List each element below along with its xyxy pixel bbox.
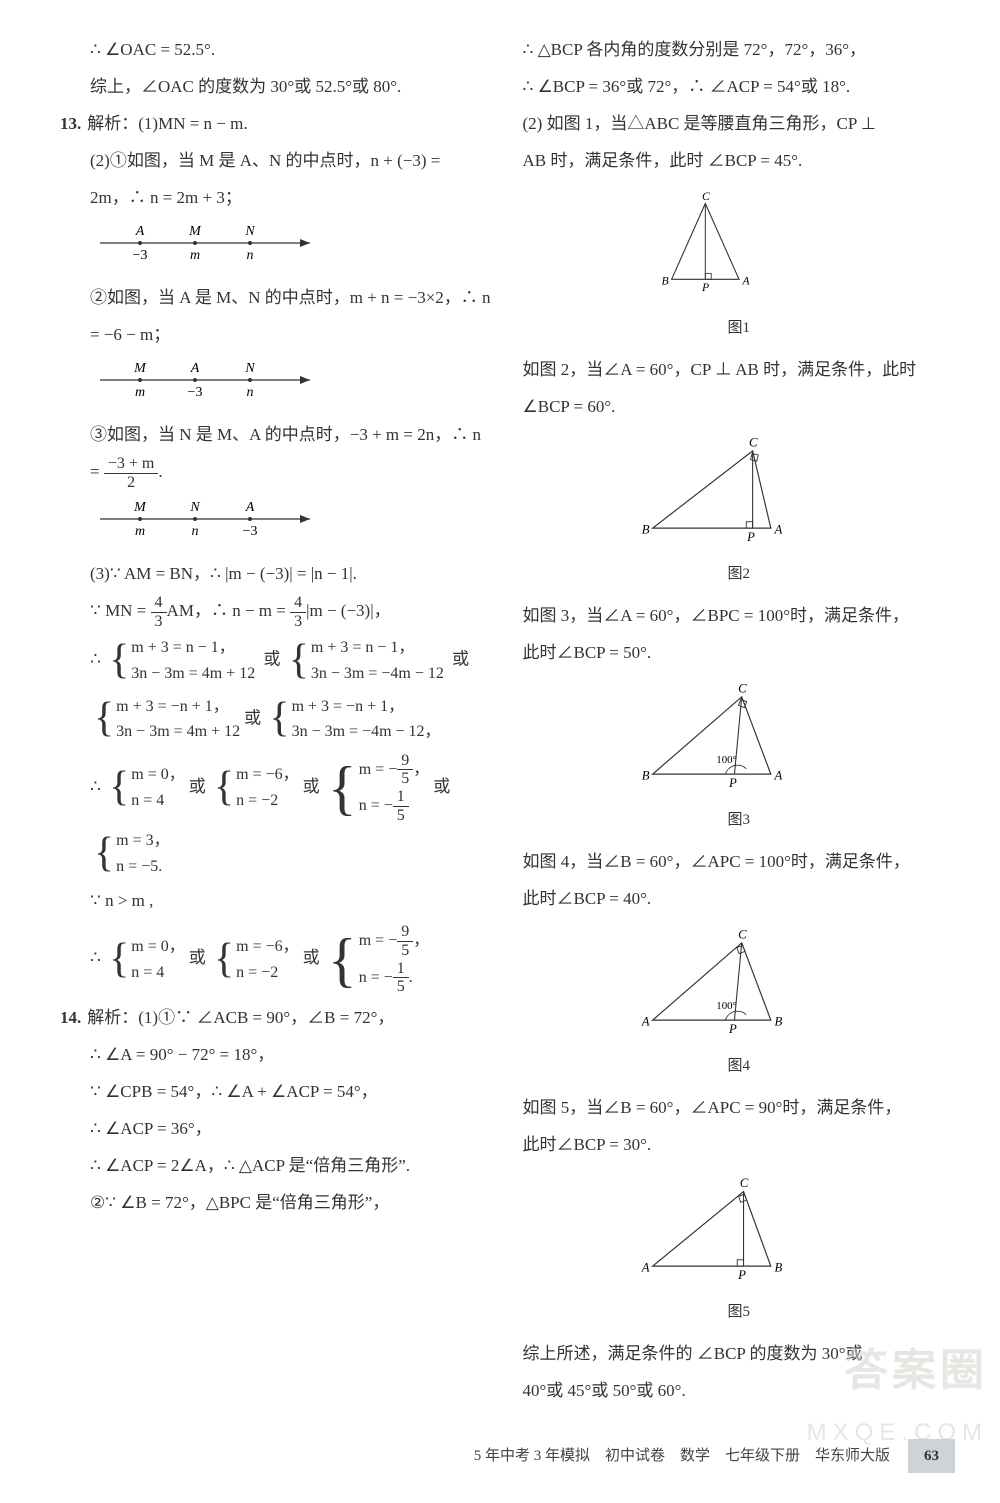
text: 如图 3，当∠A = 60°，∠BPC = 100°时，满足条件， xyxy=(523,599,956,633)
text: ∵ n > m , xyxy=(60,884,493,918)
svg-text:P: P xyxy=(746,530,755,544)
text: ②如图，当 A 是 M、N 的中点时，m + n = −3×2，∴ n xyxy=(60,281,493,315)
text: 40°或 45°或 50°或 60°. xyxy=(523,1374,956,1408)
text: ∵ ∠CPB = 54°，∴ ∠A + ∠ACP = 54°， xyxy=(60,1075,493,1109)
svg-text:n: n xyxy=(247,248,254,263)
svg-text:C: C xyxy=(740,1176,749,1190)
system-1: ∴ {m + 3 = n − 1，3n − 3m = 4m + 12 或 {m … xyxy=(60,633,493,688)
text: ∴ ∠BCP = 36°或 72°，∴ ∠ACP = 54°或 18°. xyxy=(523,70,956,104)
page-body: ∴ ∠OAC = 52.5°. 综上，∠OAC 的度数为 30°或 52.5°或… xyxy=(0,0,1000,1431)
system-2: {m + 3 = −n + 1，3n − 3m = 4m + 12或 {m + … xyxy=(60,692,493,747)
fig-label: 图2 xyxy=(523,559,956,589)
text: ∴ ∠A = 90° − 72° = 18°， xyxy=(60,1038,493,1072)
fig-label: 图4 xyxy=(523,1051,956,1081)
q13-start: 13. 解析：(1)MN = n − m. xyxy=(60,107,493,141)
fig-label: 图5 xyxy=(523,1297,956,1327)
text: ∴ ∠ACP = 36°， xyxy=(60,1112,493,1146)
svg-text:C: C xyxy=(749,435,758,449)
svg-text:100°: 100° xyxy=(716,1000,737,1012)
svg-text:n: n xyxy=(247,385,254,400)
text: (2) 如图 1，当△ABC 是等腰直角三角形，CP ⊥ xyxy=(523,107,956,141)
svg-text:A: A xyxy=(773,769,782,783)
svg-text:100°: 100° xyxy=(716,754,737,766)
text: ∴ △BCP 各内角的度数分别是 72°，72°，36°， xyxy=(523,33,956,67)
text: ∴ ∠OAC = 52.5°. xyxy=(60,33,493,67)
text: = −3 + m2. xyxy=(60,455,493,491)
page-number: 63 xyxy=(908,1439,955,1473)
figure-2: B P A C xyxy=(523,432,956,559)
svg-text:C: C xyxy=(738,681,747,695)
svg-text:B: B xyxy=(641,769,649,783)
text: 综上，∠OAC 的度数为 30°或 52.5°或 80°. xyxy=(60,70,493,104)
text: 2m，∴ n = 2m + 3； xyxy=(60,181,493,215)
text: AB 时，满足条件，此时 ∠BCP = 45°. xyxy=(523,144,956,178)
text: 如图 5，当∠B = 60°，∠APC = 90°时，满足条件， xyxy=(523,1091,956,1125)
fig-label: 图3 xyxy=(523,805,956,835)
figure-5: A P B C xyxy=(523,1170,956,1297)
svg-text:C: C xyxy=(738,927,747,941)
svg-text:m: m xyxy=(135,524,145,539)
svg-text:−3: −3 xyxy=(188,385,203,400)
text: 此时∠BCP = 40°. xyxy=(523,882,956,916)
text: 此时∠BCP = 50°. xyxy=(523,636,956,670)
svg-text:M: M xyxy=(188,224,202,239)
figure-4: A P B C 100° xyxy=(523,924,956,1051)
number-line-1: A −3 Mm Nn xyxy=(90,221,493,275)
final-solutions: ∴ {m = 0，n = 4或 {m = −6，n = −2或 { m = −9… xyxy=(60,921,493,997)
svg-text:P: P xyxy=(728,776,737,790)
number-line-2: Mm A −3 Nn xyxy=(90,358,493,412)
text: (2)①如图，当 M 是 A、N 的中点时，n + (−3) = xyxy=(60,144,493,178)
number-line-3: Mm Nn A −3 xyxy=(90,497,493,551)
svg-text:−3: −3 xyxy=(243,524,258,539)
nl-label: A xyxy=(135,224,145,239)
svg-text:A: A xyxy=(640,1261,649,1275)
text: ∵ MN = 43AM，∴ n − m = 43|m − (−3)|， xyxy=(60,594,493,630)
q-number: 14. xyxy=(60,1008,81,1027)
svg-text:A: A xyxy=(640,1015,649,1029)
text: (3)∵ AM = BN，∴ |m − (−3)| = |n − 1|. xyxy=(60,557,493,591)
svg-text:N: N xyxy=(244,224,255,239)
text: ∠BCP = 60°. xyxy=(523,390,956,424)
text: ∴ ∠ACP = 2∠A，∴ △ACP 是“倍角三角形”. xyxy=(60,1149,493,1183)
text: 解析：(1)①∵ ∠ACB = 90°，∠B = 72°， xyxy=(87,1008,394,1027)
footer-text: 5 年中考 3 年模拟 初中试卷 数学 七年级下册 华东师大版 xyxy=(474,1441,890,1471)
left-column: ∴ ∠OAC = 52.5°. 综上，∠OAC 的度数为 30°或 52.5°或… xyxy=(60,30,493,1411)
svg-text:A: A xyxy=(773,523,782,537)
svg-text:B: B xyxy=(774,1015,782,1029)
text: 解析：(1)MN = n − m. xyxy=(87,114,247,133)
svg-text:N: N xyxy=(189,500,200,515)
svg-text:P: P xyxy=(728,1022,737,1036)
svg-text:n: n xyxy=(192,524,199,539)
text: = −6 − m； xyxy=(60,318,493,352)
text: 如图 4，当∠B = 60°，∠APC = 100°时，满足条件， xyxy=(523,845,956,879)
text: ②∵ ∠B = 72°，△BPC 是“倍角三角形”， xyxy=(60,1186,493,1220)
svg-text:B: B xyxy=(641,523,649,537)
svg-text:−3: −3 xyxy=(133,248,148,263)
q14-start: 14. 解析：(1)①∵ ∠ACB = 90°，∠B = 72°， xyxy=(60,1001,493,1035)
right-column: ∴ △BCP 各内角的度数分别是 72°，72°，36°， ∴ ∠BCP = 3… xyxy=(523,30,956,1411)
svg-text:B: B xyxy=(661,274,668,287)
fig-label: 图1 xyxy=(523,313,956,343)
figure-1: B P A C xyxy=(523,186,956,313)
svg-text:M: M xyxy=(133,500,147,515)
svg-text:A: A xyxy=(245,500,255,515)
svg-text:P: P xyxy=(701,281,709,294)
svg-text:A: A xyxy=(190,361,200,376)
text: 如图 2，当∠A = 60°，CP ⊥ AB 时，满足条件，此时 xyxy=(523,353,956,387)
svg-text:B: B xyxy=(774,1261,782,1275)
svg-text:A: A xyxy=(741,274,750,287)
solutions: ∴ {m = 0，n = 4或 {m = −6，n = −2或 { m = −9… xyxy=(60,750,493,882)
svg-text:M: M xyxy=(133,361,147,376)
page-footer: 5 年中考 3 年模拟 初中试卷 数学 七年级下册 华东师大版 63 xyxy=(0,1431,1000,1503)
svg-text:C: C xyxy=(702,190,710,203)
svg-text:P: P xyxy=(737,1268,746,1282)
figure-3: B P A C 100° xyxy=(523,678,956,805)
svg-text:m: m xyxy=(135,385,145,400)
svg-text:N: N xyxy=(244,361,255,376)
text: 综上所述，满足条件的 ∠BCP 的度数为 30°或 xyxy=(523,1337,956,1371)
q-number: 13. xyxy=(60,114,81,133)
svg-text:m: m xyxy=(190,248,200,263)
text: ③如图，当 N 是 M、A 的中点时，−3 + m = 2n，∴ n xyxy=(60,418,493,452)
text: 此时∠BCP = 30°. xyxy=(523,1128,956,1162)
